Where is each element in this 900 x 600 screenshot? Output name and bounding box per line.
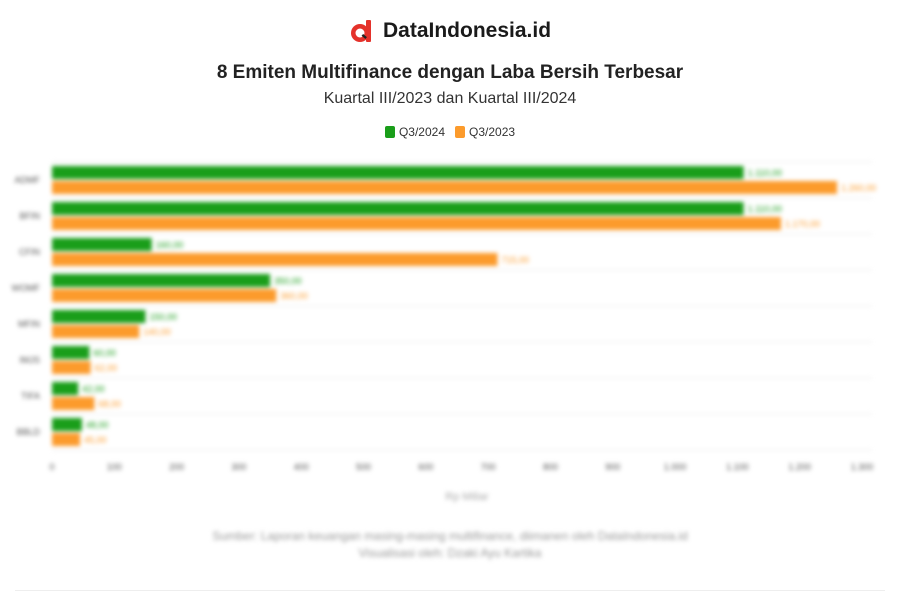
x-tick-label: 800 [543,462,558,472]
data-label: 42,00 [82,384,105,394]
data-label: 60,00 [93,348,116,358]
bar [52,346,90,359]
x-tick-label: 1.200 [788,462,811,472]
category-label: TIFA [21,391,40,401]
bar [52,361,91,374]
footer-divider [15,590,885,591]
data-label: 68,00 [98,399,121,409]
x-tick-label: 500 [356,462,371,472]
category-label: CFIN [19,247,40,257]
category-label: ADMF [15,175,41,185]
chart-title: 8 Emiten Multifinance dengan Laba Bersih… [216,62,684,83]
legend-swatch-q3-2024 [384,126,395,138]
bar [52,238,152,251]
data-label: 48,00 [86,420,109,430]
bar [52,217,781,230]
legend-swatch-q3-2023 [455,126,465,138]
bar [52,382,79,395]
bar [52,181,838,194]
data-label: 360,00 [280,291,308,301]
x-tick-label: 600 [418,462,433,472]
bar [52,289,277,302]
category-label: MFIN [18,319,40,329]
x-tick-label: 700 [481,462,496,472]
x-axis-label: Rp Miliar [445,491,489,503]
bar [52,418,82,431]
category-label: BBLD [16,427,40,437]
category-label: WOMF [12,283,41,293]
x-tick-label: 300 [231,462,246,472]
data-label: 1.170,00 [785,219,820,229]
chart-legend: Q3/2024 Q3/2023 [0,125,900,139]
legend-label-q3-2023: Q3/2023 [469,125,516,139]
data-label: 1.110,00 [748,168,782,178]
x-tick-label: 400 [294,462,309,472]
brand-name: DataIndonesia.id [382,19,552,42]
data-label: 1.260,00 [841,183,876,193]
data-label: 1.110,00 [748,204,782,214]
bar [52,166,744,179]
bar [52,433,81,446]
bar [52,202,744,215]
data-label: 160,00 [156,240,184,250]
bar [52,274,271,287]
x-tick-label: 1.000 [664,462,687,472]
data-label: 150,00 [149,312,177,322]
x-tick-label: 1.100 [726,462,749,472]
legend-item-q3-2023[interactable]: Q3/2023 [455,125,515,139]
chart-subtitle: Kuartal III/2023 dan Kuartal III/2024 [323,90,577,107]
source-note: Sumber: Laporan keuangan masing-masing m… [212,529,688,543]
dataindonesia-logo-icon [350,20,371,42]
x-tick-label: 900 [605,462,620,472]
x-tick-label: 200 [169,462,184,472]
brand-header: DataIndonesia.id [0,18,900,44]
bar [52,397,95,410]
bar [52,325,140,338]
x-tick-label: 0 [49,462,54,472]
chart-footer: Sumber: Laporan keuangan masing-masing m… [0,528,900,562]
credit-note: Visualisasi oleh: Dzaki Ayu Kartika [358,546,542,560]
bar [52,310,146,323]
category-label: BFIN [19,211,40,221]
bar [52,253,498,266]
legend-label-q3-2024: Q3/2024 [398,125,445,139]
data-label: 45,00 [84,435,107,445]
data-label: 715,00 [502,255,530,265]
x-tick-label: 100 [107,462,122,472]
data-label: 140,00 [143,327,171,337]
category-label: IMJS [19,355,40,365]
legend-item-q3-2024[interactable]: Q3/2024 [384,125,445,139]
x-tick-label: 1.300 [851,462,874,472]
data-label: 350,00 [274,276,302,286]
data-label: 62,00 [95,363,118,373]
